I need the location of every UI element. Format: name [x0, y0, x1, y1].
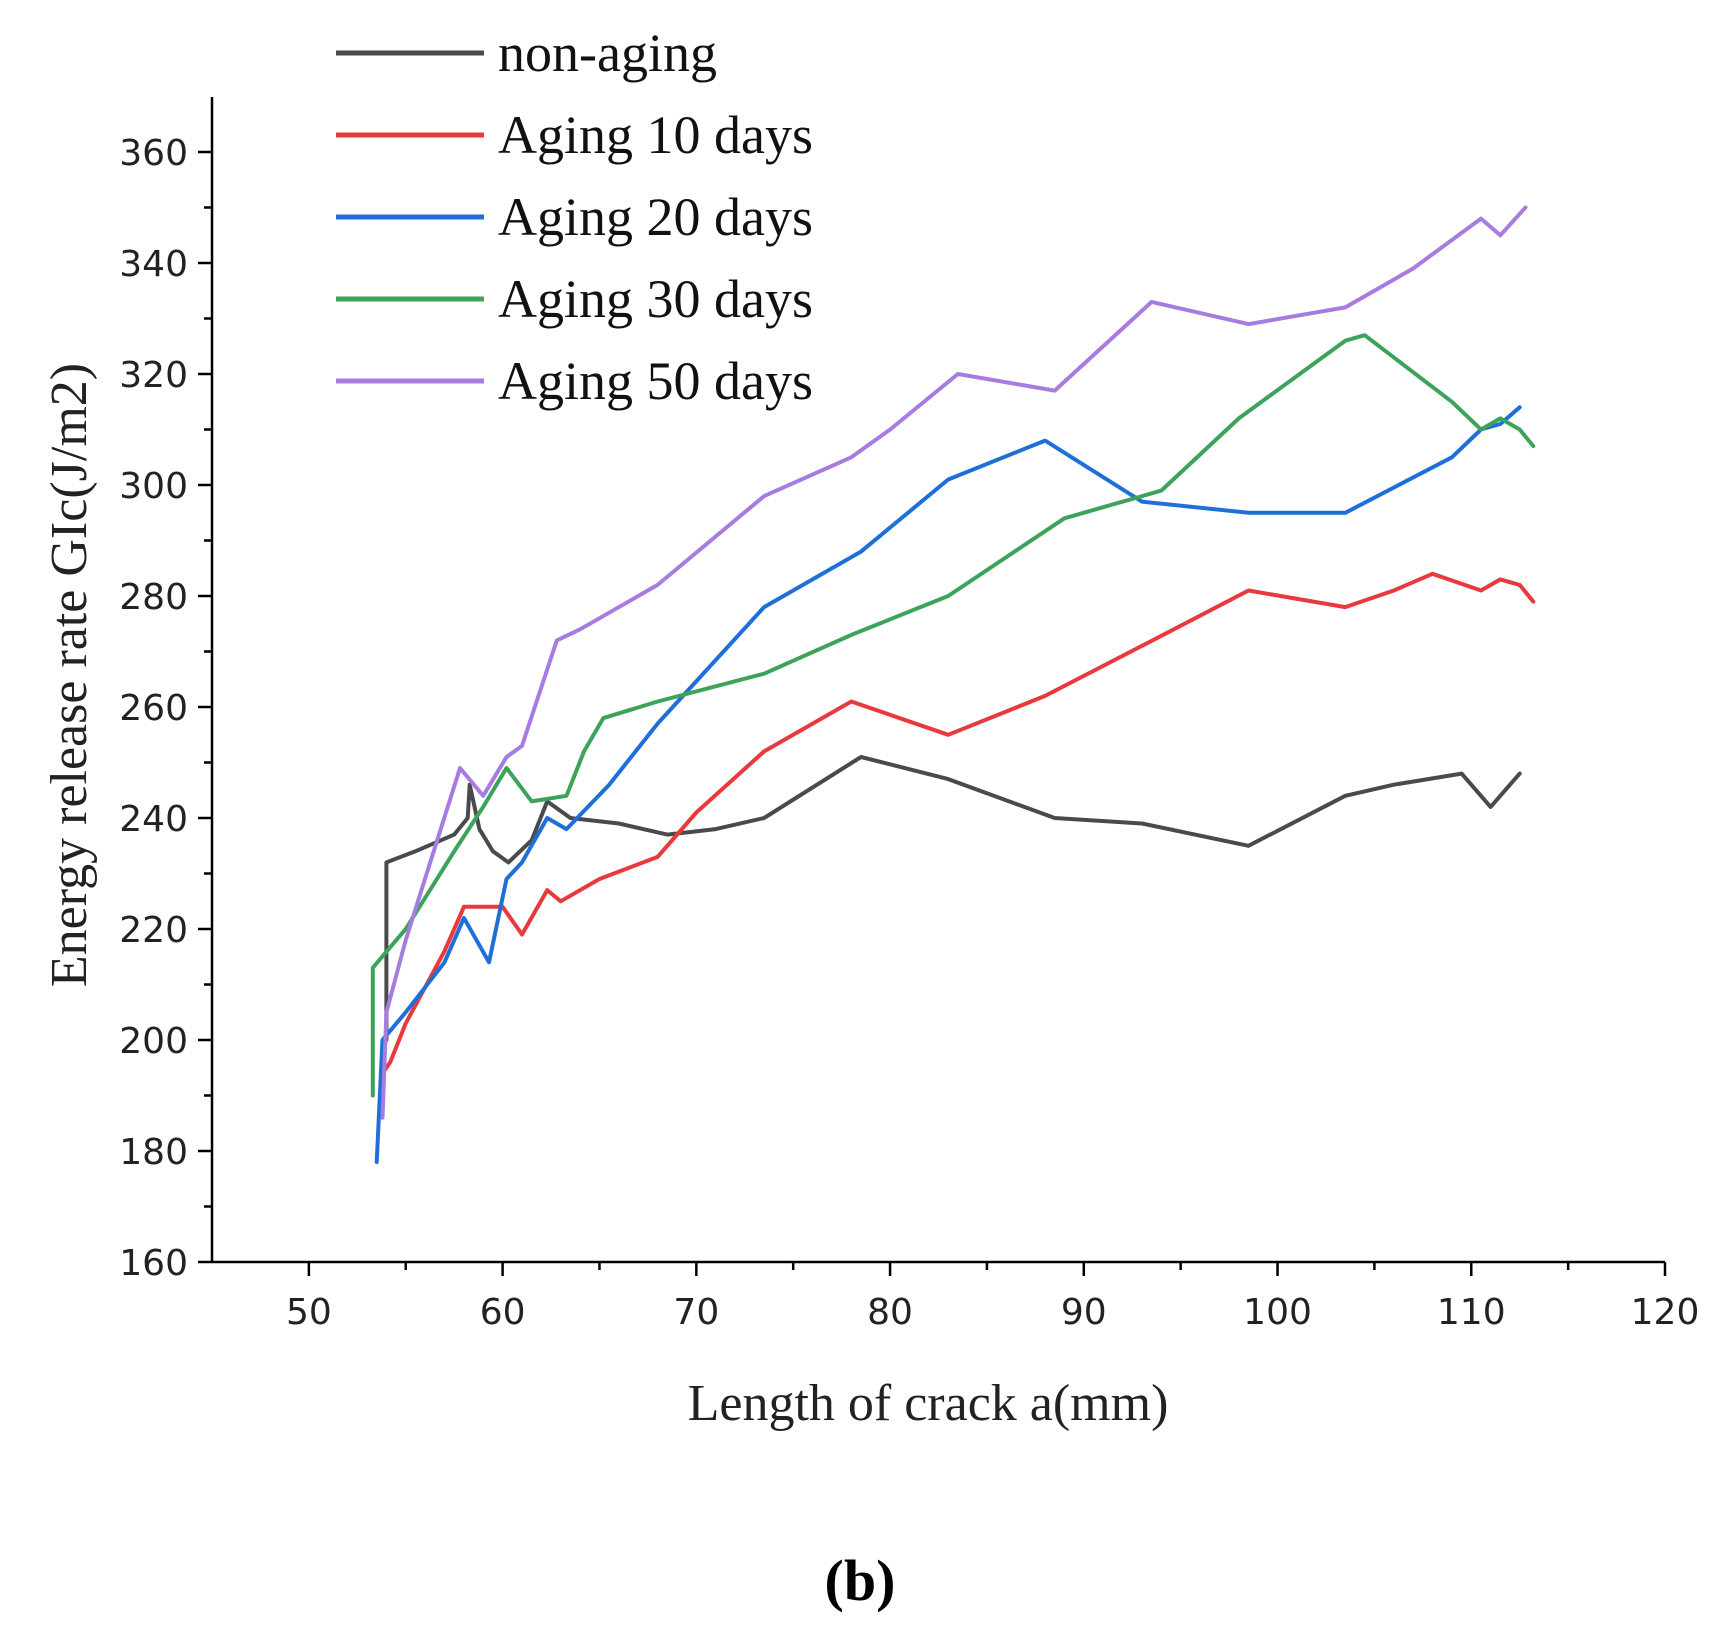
y-tick-label: 180	[119, 1132, 188, 1173]
legend: non-aging Aging 10 days Aging 20 days Aging…	[336, 23, 813, 411]
y-tick-label: 320	[119, 355, 188, 396]
legend-label-non-aging: non-aging	[498, 23, 717, 83]
y-tick-label: 200	[119, 1021, 188, 1062]
x-tick-label: 70	[673, 1292, 719, 1333]
panel-label: (b)	[825, 1548, 896, 1613]
y-tick-label: 220	[119, 910, 188, 951]
x-tick-label: 90	[1061, 1292, 1107, 1333]
y-tick-label: 360	[119, 133, 188, 174]
y-tick-label: 240	[119, 799, 188, 840]
x-tick-label: 110	[1437, 1292, 1506, 1333]
y-tick-label: 260	[119, 688, 188, 729]
series-line-aging-10-days	[380, 571, 1536, 1076]
x-tick-label: 80	[867, 1292, 913, 1333]
x-tick-label: 50	[286, 1292, 332, 1333]
y-tick-label: 160	[119, 1243, 188, 1284]
series-layer	[370, 205, 1536, 1165]
x-axis-title: Length of crack a(mm)	[688, 1375, 1169, 1432]
y-tick-label: 300	[119, 466, 188, 507]
series-line-non-aging	[384, 755, 1522, 1042]
series-line-aging-30-days	[370, 333, 1536, 1098]
x-tick-label: 120	[1631, 1292, 1700, 1333]
x-tick-label: 60	[480, 1292, 526, 1333]
series-line-aging-50-days	[380, 205, 1528, 1120]
y-axis-title: Energy release rate GIc(J/m2)	[41, 363, 98, 987]
legend-label-aging-50-days: Aging 50 days	[498, 351, 813, 411]
legend-label-aging-20-days: Aging 20 days	[498, 187, 813, 247]
y-tick-label: 340	[119, 244, 188, 285]
legend-label-aging-10-days: Aging 10 days	[498, 105, 813, 165]
y-tick-label: 280	[119, 577, 188, 618]
series-line-aging-20-days	[374, 405, 1522, 1165]
legend-label-aging-30-days: Aging 30 days	[498, 269, 813, 329]
axes-layer: 50 60 70 80 90 100 110 120 160 180 200 220 240 260 280…	[119, 97, 1699, 1333]
x-tick-label: 100	[1243, 1292, 1312, 1333]
